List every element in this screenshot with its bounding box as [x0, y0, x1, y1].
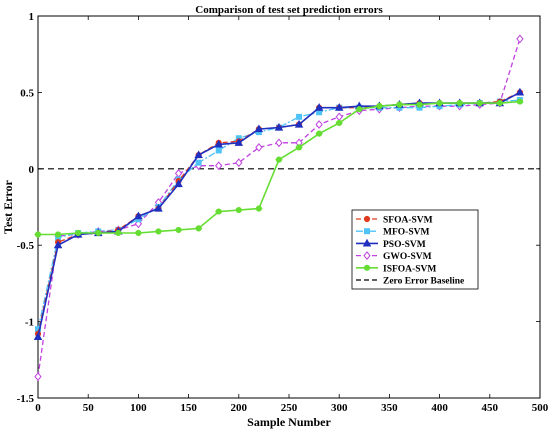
- legend-marker: [364, 228, 370, 235]
- legend-label: Zero Error Baseline: [383, 277, 464, 287]
- x-tick-label: 50: [83, 402, 95, 414]
- legend-label: ISFOA-SVM: [383, 264, 436, 274]
- legend-marker: [363, 215, 371, 223]
- series-line: [37, 38, 521, 377]
- x-tick-label: 400: [431, 402, 448, 414]
- data-point: [296, 113, 303, 120]
- data-point: [134, 211, 143, 220]
- data-point: [275, 138, 283, 148]
- data-point: [315, 120, 323, 129]
- y-axis-label: Test Error: [1, 180, 15, 234]
- data-point: [515, 87, 525, 96]
- data-point: [274, 122, 284, 131]
- x-tick-label: 450: [482, 402, 499, 414]
- y-axis: -1.5 -1 -0.5 0 0.5 1: [17, 11, 540, 405]
- data-point: [154, 203, 163, 212]
- x-axis: 0 50 100 150 200 250 300 350 400 450 500: [35, 16, 549, 414]
- y-tick-label: -1.5: [17, 393, 35, 405]
- data-point: [335, 112, 343, 122]
- data-point: [516, 34, 524, 44]
- legend-label: MFO-SVM: [383, 228, 429, 238]
- data-point: [195, 159, 202, 166]
- y-tick-label: 0: [29, 164, 35, 176]
- x-tick-label: 150: [180, 402, 197, 414]
- data-point: [215, 147, 222, 154]
- y-tick-label: -1: [25, 317, 34, 329]
- data-point: [294, 119, 304, 128]
- legend-label: GWO-SVM: [383, 252, 432, 262]
- y-tick-label: 1: [29, 11, 35, 23]
- data-point: [255, 143, 263, 152]
- legend-marker: [362, 238, 372, 247]
- x-tick-label: 300: [331, 402, 348, 414]
- data-point: [33, 332, 43, 340]
- x-tick-label: 250: [281, 402, 298, 414]
- legend: SFOA-SVM MFO-SVM PSO-SVM GWO-SVM ISFOA-SVM Ze…: [351, 209, 479, 290]
- legend-marker: [363, 251, 371, 260]
- x-tick-label: 500: [532, 402, 549, 414]
- x-tick-label: 100: [130, 402, 147, 414]
- legend-box: [351, 209, 479, 290]
- data-point: [214, 139, 223, 148]
- data-point: [314, 103, 324, 111]
- data-point: [194, 150, 203, 159]
- data-point: [334, 103, 344, 111]
- x-axis-label: Sample Number: [247, 415, 331, 429]
- x-tick-label: 0: [35, 402, 41, 414]
- series-isfoa-svm: [34, 98, 524, 238]
- data-point: [234, 138, 244, 146]
- data-point: [254, 124, 264, 133]
- x-tick-label: 350: [381, 402, 398, 414]
- chart-title: Comparison of test set prediction errors: [195, 4, 383, 16]
- data-point: [53, 240, 63, 249]
- legend-label: PSO-SVM: [383, 240, 426, 250]
- data-point: [215, 161, 223, 171]
- plot-frame: [37, 15, 541, 399]
- series-gwo-svm: [34, 34, 524, 381]
- y-tick-label: 0.5: [20, 87, 34, 99]
- data-point: [34, 372, 42, 381]
- data-point: [174, 179, 183, 188]
- y-tick-label: -0.5: [17, 240, 35, 252]
- series-layer: [33, 34, 525, 381]
- x-tick-label: 200: [231, 402, 248, 414]
- legend-label: SFOA-SVM: [383, 216, 433, 226]
- data-point: [235, 158, 243, 168]
